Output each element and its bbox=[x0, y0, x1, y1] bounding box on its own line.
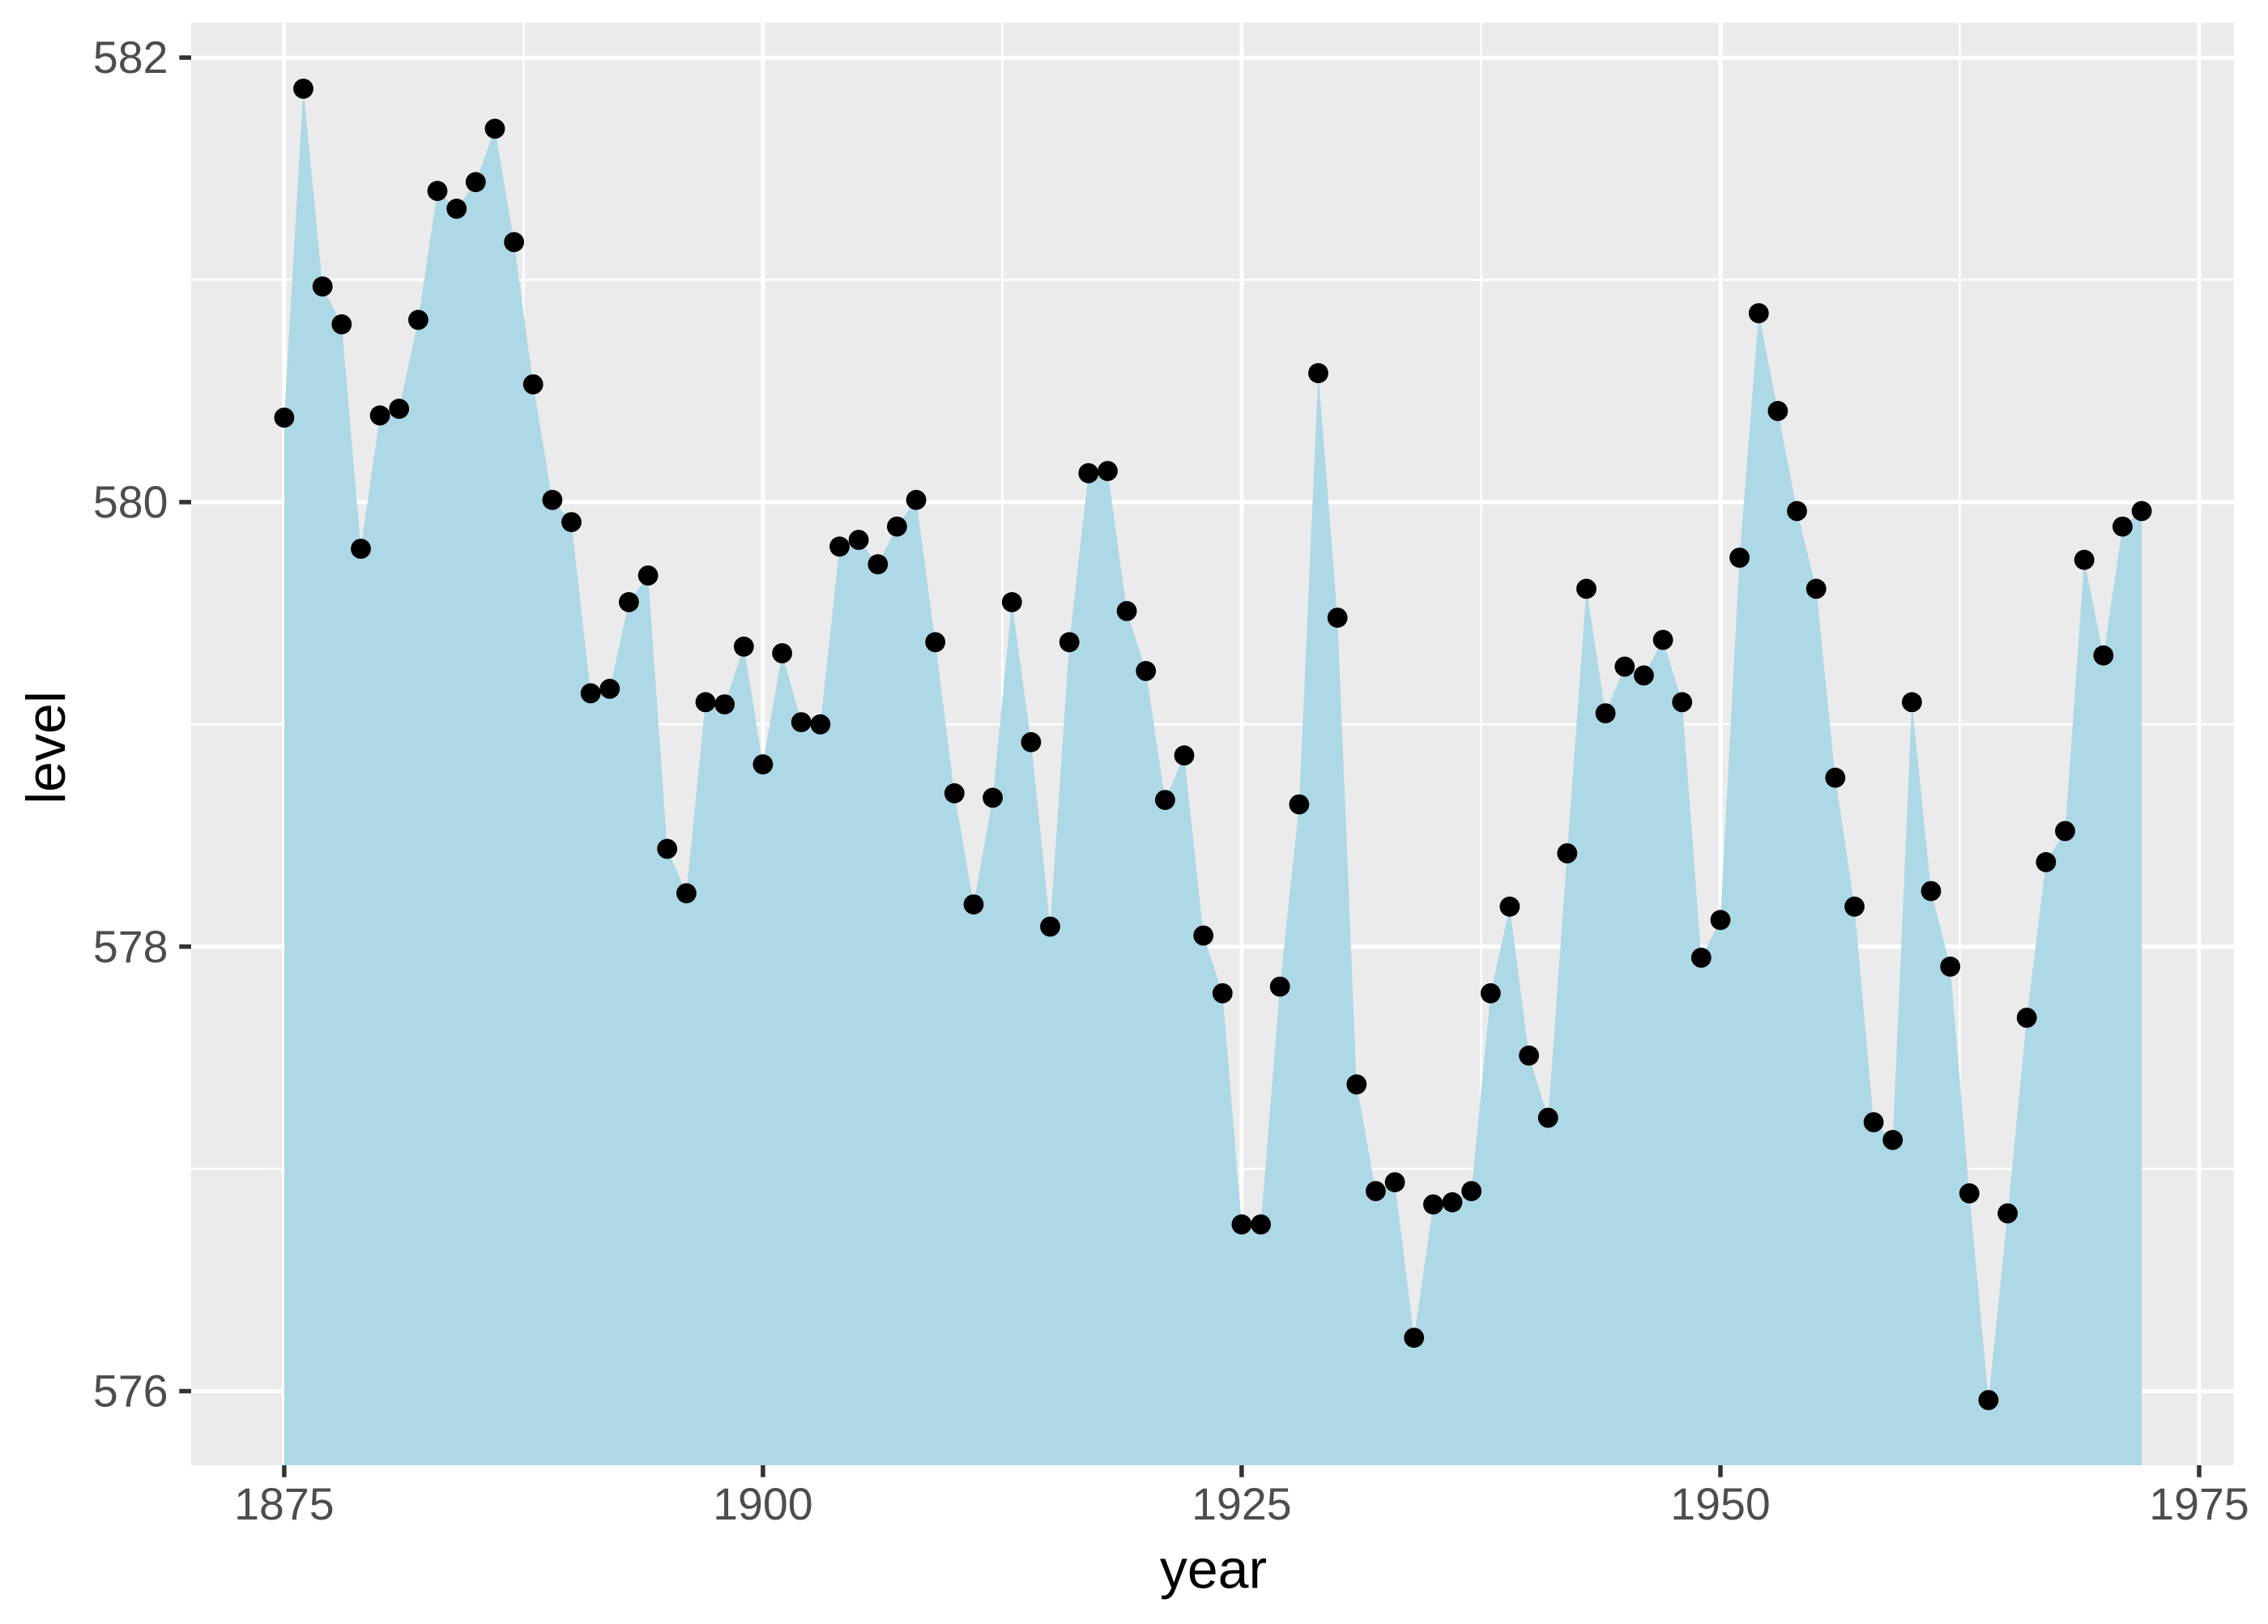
svg-text:578: 578 bbox=[93, 922, 168, 972]
svg-text:1900: 1900 bbox=[713, 1479, 812, 1529]
svg-text:582: 582 bbox=[93, 32, 168, 83]
svg-text:level: level bbox=[15, 691, 77, 804]
svg-text:1975: 1975 bbox=[2149, 1479, 2249, 1529]
svg-text:year: year bbox=[1160, 1539, 1267, 1601]
svg-text:576: 576 bbox=[93, 1366, 168, 1417]
svg-text:1925: 1925 bbox=[1192, 1479, 1291, 1529]
svg-text:1875: 1875 bbox=[234, 1479, 334, 1529]
svg-text:580: 580 bbox=[93, 477, 168, 527]
svg-text:1950: 1950 bbox=[1670, 1479, 1770, 1529]
